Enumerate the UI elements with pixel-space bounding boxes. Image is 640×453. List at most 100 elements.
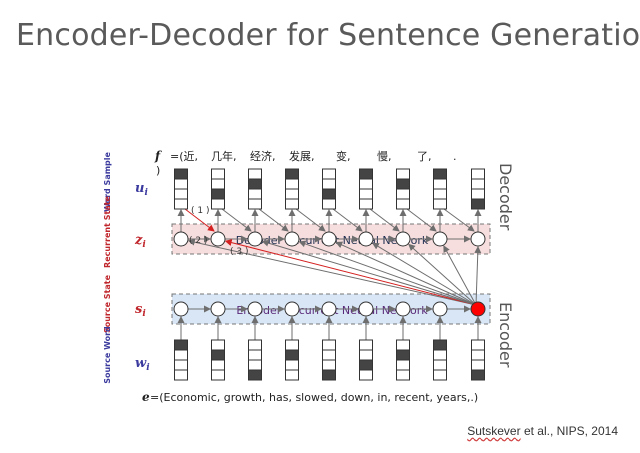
feedback-arrow: [369, 208, 400, 232]
feedback-arrow: [332, 208, 363, 232]
encoder-word-vector: [359, 339, 373, 381]
vector-cell: [322, 178, 336, 190]
vector-cell: [433, 168, 447, 180]
vector-cell: [322, 359, 336, 371]
vector-cell: [396, 198, 410, 210]
encoder-state-node: [432, 301, 448, 317]
row-label-source-word: Source Word: [103, 326, 112, 384]
row-label-source-state: Source State: [103, 274, 112, 333]
vector-cell: [248, 188, 262, 200]
vector-cell: [285, 168, 299, 180]
citation-rest: et al., NIPS, 2014: [520, 424, 618, 438]
encoder-state-node: [395, 301, 411, 317]
decoder-state-node: [470, 231, 486, 247]
encoder-state-node: [321, 301, 337, 317]
step-label-1: ( 1 ): [191, 206, 209, 216]
vector-cell: [359, 349, 373, 361]
vector-cell: [471, 178, 485, 190]
target-tokens: =(近, 几年, 经济, 发展, 变, 慢, 了,.: [170, 149, 457, 163]
encoder-word-vector: [211, 339, 225, 381]
vector-cell: [248, 178, 262, 190]
target-token: 变,: [336, 149, 351, 163]
decoder-state-node: [210, 231, 226, 247]
vector-cell: [285, 349, 299, 361]
vector-cell: [322, 188, 336, 200]
vector-cell: [359, 178, 373, 190]
target-suffix: ): [156, 164, 160, 177]
step-label-2: ( 2 ): [189, 236, 207, 246]
context-arrow: [224, 239, 477, 306]
encoder-word-vector: [433, 339, 447, 381]
symbol-z: zi: [134, 233, 146, 250]
context-arrow: [408, 243, 477, 306]
context-arrow: [371, 242, 477, 306]
vector-cell: [248, 198, 262, 210]
vector-cell: [396, 369, 410, 381]
vector-cell: [471, 198, 485, 210]
vector-cell: [174, 369, 188, 381]
vector-cell: [433, 198, 447, 210]
side-label-encoder: Encoder: [496, 302, 515, 368]
feedback-arrow: [184, 208, 215, 232]
vector-cell: [396, 188, 410, 200]
decoder-word-vector: [396, 168, 410, 210]
vector-cell: [396, 339, 410, 351]
vector-cell: [471, 359, 485, 371]
vector-cell: [248, 349, 262, 361]
symbol-u: ui: [135, 181, 148, 198]
feedback-arrow: [295, 208, 326, 232]
vector-cell: [211, 178, 225, 190]
decoder-word-vector: [211, 168, 225, 210]
vector-cell: [211, 359, 225, 371]
row-label-recurrent-state-text: Recurrent State: [103, 195, 112, 267]
row-label-source-word-text: Source Word: [103, 326, 112, 384]
target-token: 发展,: [289, 149, 315, 163]
encoder-word-vector: [174, 339, 188, 381]
vector-cell: [433, 359, 447, 371]
feedback-arrow: [258, 208, 289, 232]
vector-cell: [433, 349, 447, 361]
vector-cell: [285, 359, 299, 371]
decoder-state-node: [247, 231, 263, 247]
context-arrow: [474, 246, 482, 306]
target-token: 几年,: [211, 149, 237, 163]
vector-cell: [396, 359, 410, 371]
vector-cell: [174, 339, 188, 351]
vector-cell: [174, 188, 188, 200]
decoder-word-vector: [174, 168, 188, 210]
vector-cell: [174, 178, 188, 190]
decoder-word-vector: [433, 168, 447, 210]
step-label-3: ( 3 ): [230, 247, 248, 257]
arrows-layer: [177, 208, 482, 340]
feedback-arrow: [443, 208, 475, 232]
decoder-state-node: [173, 231, 189, 247]
decoder-state-node: [358, 231, 374, 247]
vector-cell: [433, 339, 447, 351]
decoder-word-vector: [248, 168, 262, 210]
decoder-word-vector: [285, 168, 299, 210]
target-token: 慢,: [377, 150, 392, 163]
vector-cell: [248, 359, 262, 371]
vector-cell: [285, 339, 299, 351]
context-arrow: [261, 239, 477, 306]
vector-cell: [396, 349, 410, 361]
side-label-decoder: Decoder: [496, 163, 515, 231]
decoder-state-node: [432, 231, 448, 247]
vector-cell: [396, 178, 410, 190]
row-label-word-sample-text: Word Sample: [103, 151, 112, 211]
vector-cell: [322, 198, 336, 210]
row-label-word-sample: Word Sample: [103, 151, 112, 211]
feedback-arrow: [406, 208, 437, 232]
decoder-word-vector: [359, 168, 373, 210]
vector-cell: [359, 168, 373, 180]
nodes-layer: [173, 231, 486, 317]
vector-cell: [211, 168, 225, 180]
vector-cell: [322, 369, 336, 381]
vector-cell: [359, 369, 373, 381]
vector-cell: [322, 349, 336, 361]
vector-cell: [211, 198, 225, 210]
vector-cell: [359, 198, 373, 210]
vector-cell: [248, 369, 262, 381]
row-label-source-state-text: Source State: [103, 274, 112, 333]
citation-author: Sutskever: [467, 424, 521, 438]
